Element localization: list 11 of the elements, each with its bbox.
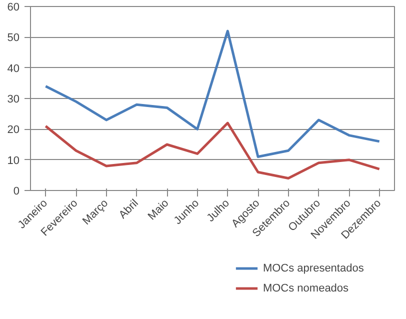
y-tick-label: 50	[7, 32, 20, 44]
y-tick-label: 30	[7, 94, 20, 106]
legend-label: MOCs nomeados	[262, 282, 350, 294]
legend-label: MOCs apresentados	[262, 262, 364, 274]
y-tick-label: 40	[7, 62, 20, 75]
y-tick-label: 10	[7, 154, 20, 167]
y-tick-label: 20	[7, 124, 20, 136]
y-tick-label: 0	[13, 186, 20, 198]
line-series	[44, 122, 381, 180]
line-series	[44, 30, 381, 158]
y-tick-label: 60	[7, 2, 20, 14]
